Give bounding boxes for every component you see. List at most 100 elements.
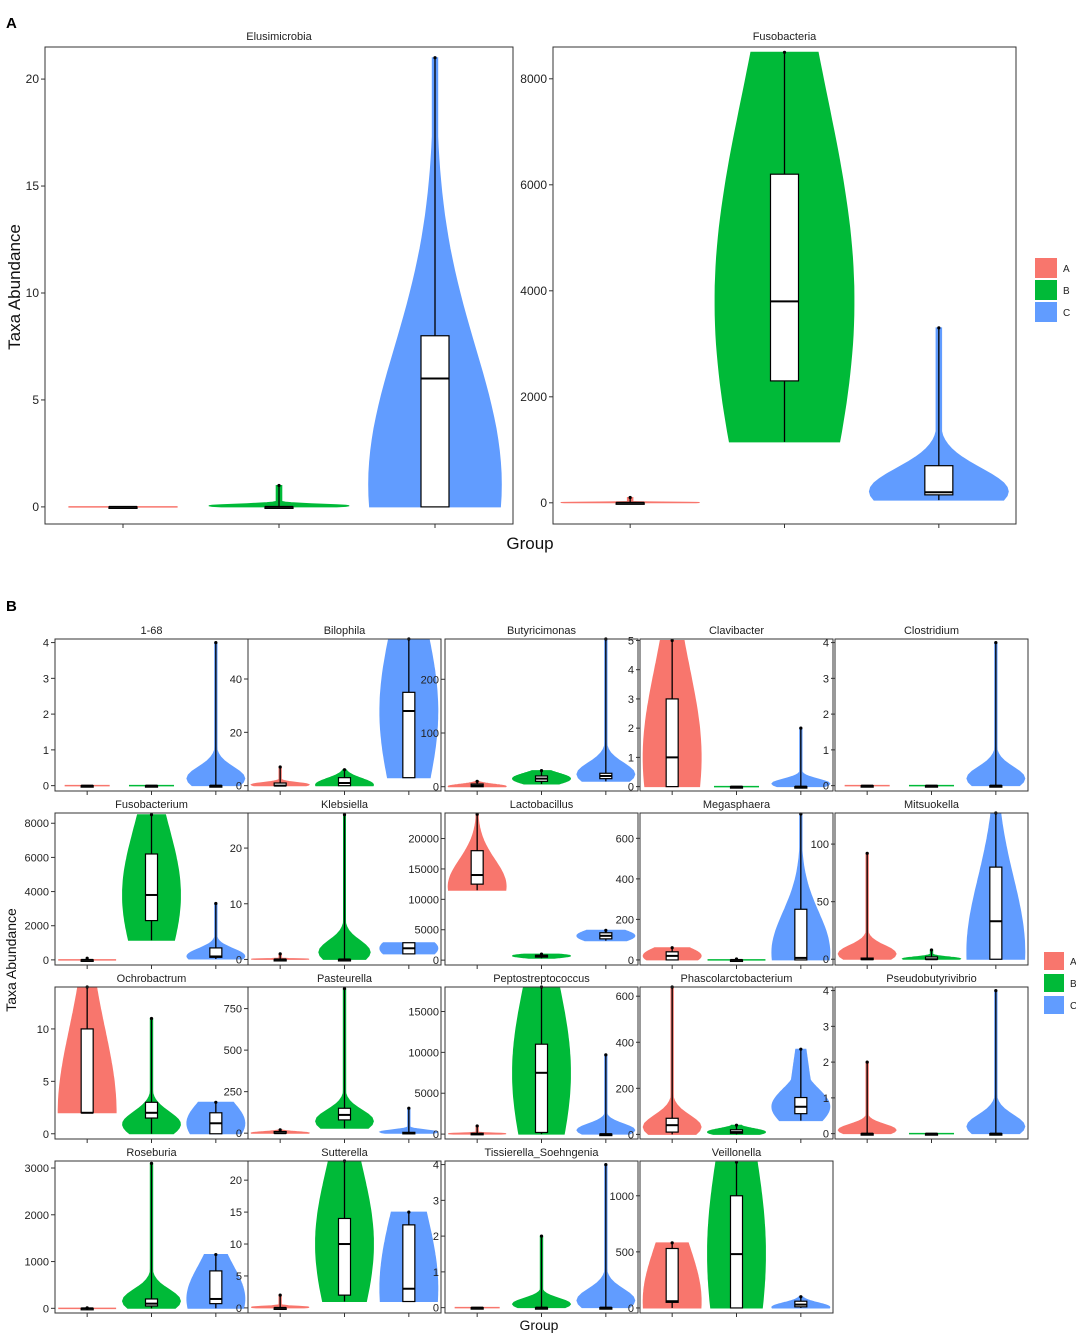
box-iqr — [144, 1101, 159, 1119]
y-tick-label: 1000 — [25, 1257, 49, 1269]
max-point — [670, 1241, 674, 1245]
y-tick-label: 4 — [433, 1160, 439, 1172]
violin-pseudobutyrivibrio-b — [908, 1132, 955, 1136]
box-iqr — [402, 1224, 416, 1303]
violin-roseburia-b — [121, 1161, 181, 1309]
y-tick-label: 600 — [616, 833, 634, 845]
chart-butyricimonas: Butyricimonas 0 100 200 — [421, 625, 639, 795]
box-iqr — [209, 1270, 223, 1305]
chart-title-roseburia: Roseburia — [126, 1147, 177, 1159]
y-tick-label: 1 — [823, 745, 829, 757]
y-tick-label: 400 — [616, 1037, 634, 1049]
violin-roseburia-c — [186, 1252, 246, 1309]
legend-swatch-b — [1035, 280, 1057, 300]
chart-phascolarctobacterium: Phascolarctobacterium 0 200 400 600 — [616, 973, 834, 1143]
violin-peptostreptococcus-a — [448, 1124, 507, 1136]
max-point — [433, 56, 437, 60]
panel-frame — [639, 638, 834, 792]
violin-1-68-c — [186, 640, 246, 788]
chart-title-bilophila: Bilophila — [324, 625, 366, 637]
legend-label-c: C — [1063, 308, 1070, 319]
box-iqr — [534, 1043, 549, 1134]
violin-sutterella-c — [379, 1210, 439, 1303]
violin-veillonella-b — [707, 1160, 766, 1309]
max-point — [799, 1047, 803, 1051]
y-tick-label: 0 — [433, 955, 439, 967]
chart-clavibacter: Clavibacter 0 1 2 3 4 5 — [628, 625, 834, 795]
max-point — [214, 640, 218, 645]
panel-frame — [834, 986, 1029, 1140]
y-tick-label: 15 — [230, 1207, 242, 1219]
y-tick-label: 100 — [421, 728, 439, 740]
y-tick-label: 0 — [236, 781, 242, 793]
panel-a-y-axis-title: Taxa Abundance — [5, 224, 24, 350]
y-tick-label: 5 — [32, 393, 39, 407]
y-tick-label: 2 — [433, 1231, 439, 1243]
y-tick-label: 0 — [433, 1129, 439, 1141]
max-point — [85, 1306, 89, 1310]
violin-pseudobutyrivibrio-c — [966, 988, 1026, 1136]
violin-pasteurella-b — [315, 987, 374, 1129]
violin-roseburia-a — [58, 1306, 117, 1311]
panel-frame — [552, 46, 1017, 525]
max-point — [149, 813, 154, 817]
violin-fusobacterium-c — [186, 901, 246, 960]
box-iqr — [470, 850, 484, 885]
y-tick-label: 10 — [26, 286, 40, 300]
violin-mitsuokella-b — [901, 948, 962, 961]
y-tick-label: 20 — [230, 727, 242, 739]
violin-clavibacter-a — [642, 638, 702, 788]
violin-fusobacteria-c — [868, 326, 1009, 501]
y-tick-label: 15 — [26, 179, 40, 193]
chart-title-phascolarctobacterium: Phascolarctobacterium — [681, 973, 793, 985]
chart-elusimicrobia: Elusimicrobia 0 5 10 15 20 — [26, 31, 514, 528]
panel-frame — [44, 46, 514, 525]
violin-mitsuokella-a — [837, 851, 897, 961]
y-tick-label: 8000 — [25, 818, 49, 830]
max-point — [604, 928, 608, 932]
y-tick-label: 4 — [628, 665, 634, 677]
panel-b-y-axis-title: Taxa Abundance — [3, 908, 19, 1012]
violin-peptostreptococcus-c — [576, 1053, 636, 1137]
y-tick-label: 2 — [43, 709, 49, 721]
chart-fusobacterium: Fusobacterium 0 2000 4000 6000 8000 — [25, 799, 249, 969]
y-tick-label: 3000 — [25, 1163, 49, 1175]
legend-swatch-c — [1044, 996, 1064, 1014]
violin-tissierella-soehngenia-b — [511, 1234, 572, 1310]
y-tick-label: 3 — [628, 694, 634, 706]
violin-mitsuokella-c — [966, 811, 1026, 960]
violin-tissierella-soehngenia-c — [576, 1162, 636, 1310]
y-tick-label: 1000 — [610, 1191, 634, 1203]
y-tick-label: 0 — [823, 781, 829, 793]
legend-panel-b: ABC — [1044, 952, 1076, 1014]
violin-megasphaera-b — [707, 957, 766, 963]
max-point — [278, 1293, 282, 1297]
y-tick-label: 0 — [628, 1303, 634, 1315]
max-point — [670, 946, 674, 950]
panel-frame — [834, 812, 1029, 966]
chart-title-fusobacteria: Fusobacteria — [753, 31, 817, 43]
y-tick-label: 3 — [43, 673, 49, 685]
violin-klebsiella-b — [318, 813, 371, 962]
chart-veillonella: Veillonella 0 500 1000 — [610, 1147, 834, 1317]
y-tick-label: 600 — [616, 991, 634, 1003]
chart-lactobacillus: Lactobacillus 0 5000 10000 15000 20000 — [408, 799, 639, 969]
y-tick-label: 20 — [26, 72, 40, 86]
y-tick-label: 10 — [230, 899, 242, 911]
max-point — [865, 1060, 869, 1064]
violin-elusimicrobia-b — [208, 483, 350, 509]
chart-title-megasphaera: Megasphaera — [703, 799, 771, 811]
chart-peptostreptococcus: Peptostreptococcus 0 5000 10000 15000 — [408, 973, 639, 1143]
violin-sutterella-a — [251, 1293, 310, 1310]
y-tick-label: 0 — [43, 781, 49, 793]
max-point — [149, 1161, 154, 1165]
y-tick-label: 2000 — [520, 390, 547, 404]
chart-pseudobutyrivibrio: Pseudobutyrivibrio 0 1 2 3 4 — [823, 973, 1029, 1143]
panel-b-letter: B — [6, 598, 17, 615]
max-point — [214, 901, 218, 906]
max-point — [342, 768, 347, 772]
chart-tissierella-soehngenia: Tissierella_Soehngenia 0 1 2 3 4 — [433, 1147, 639, 1317]
legend-swatch-c — [1035, 302, 1057, 322]
